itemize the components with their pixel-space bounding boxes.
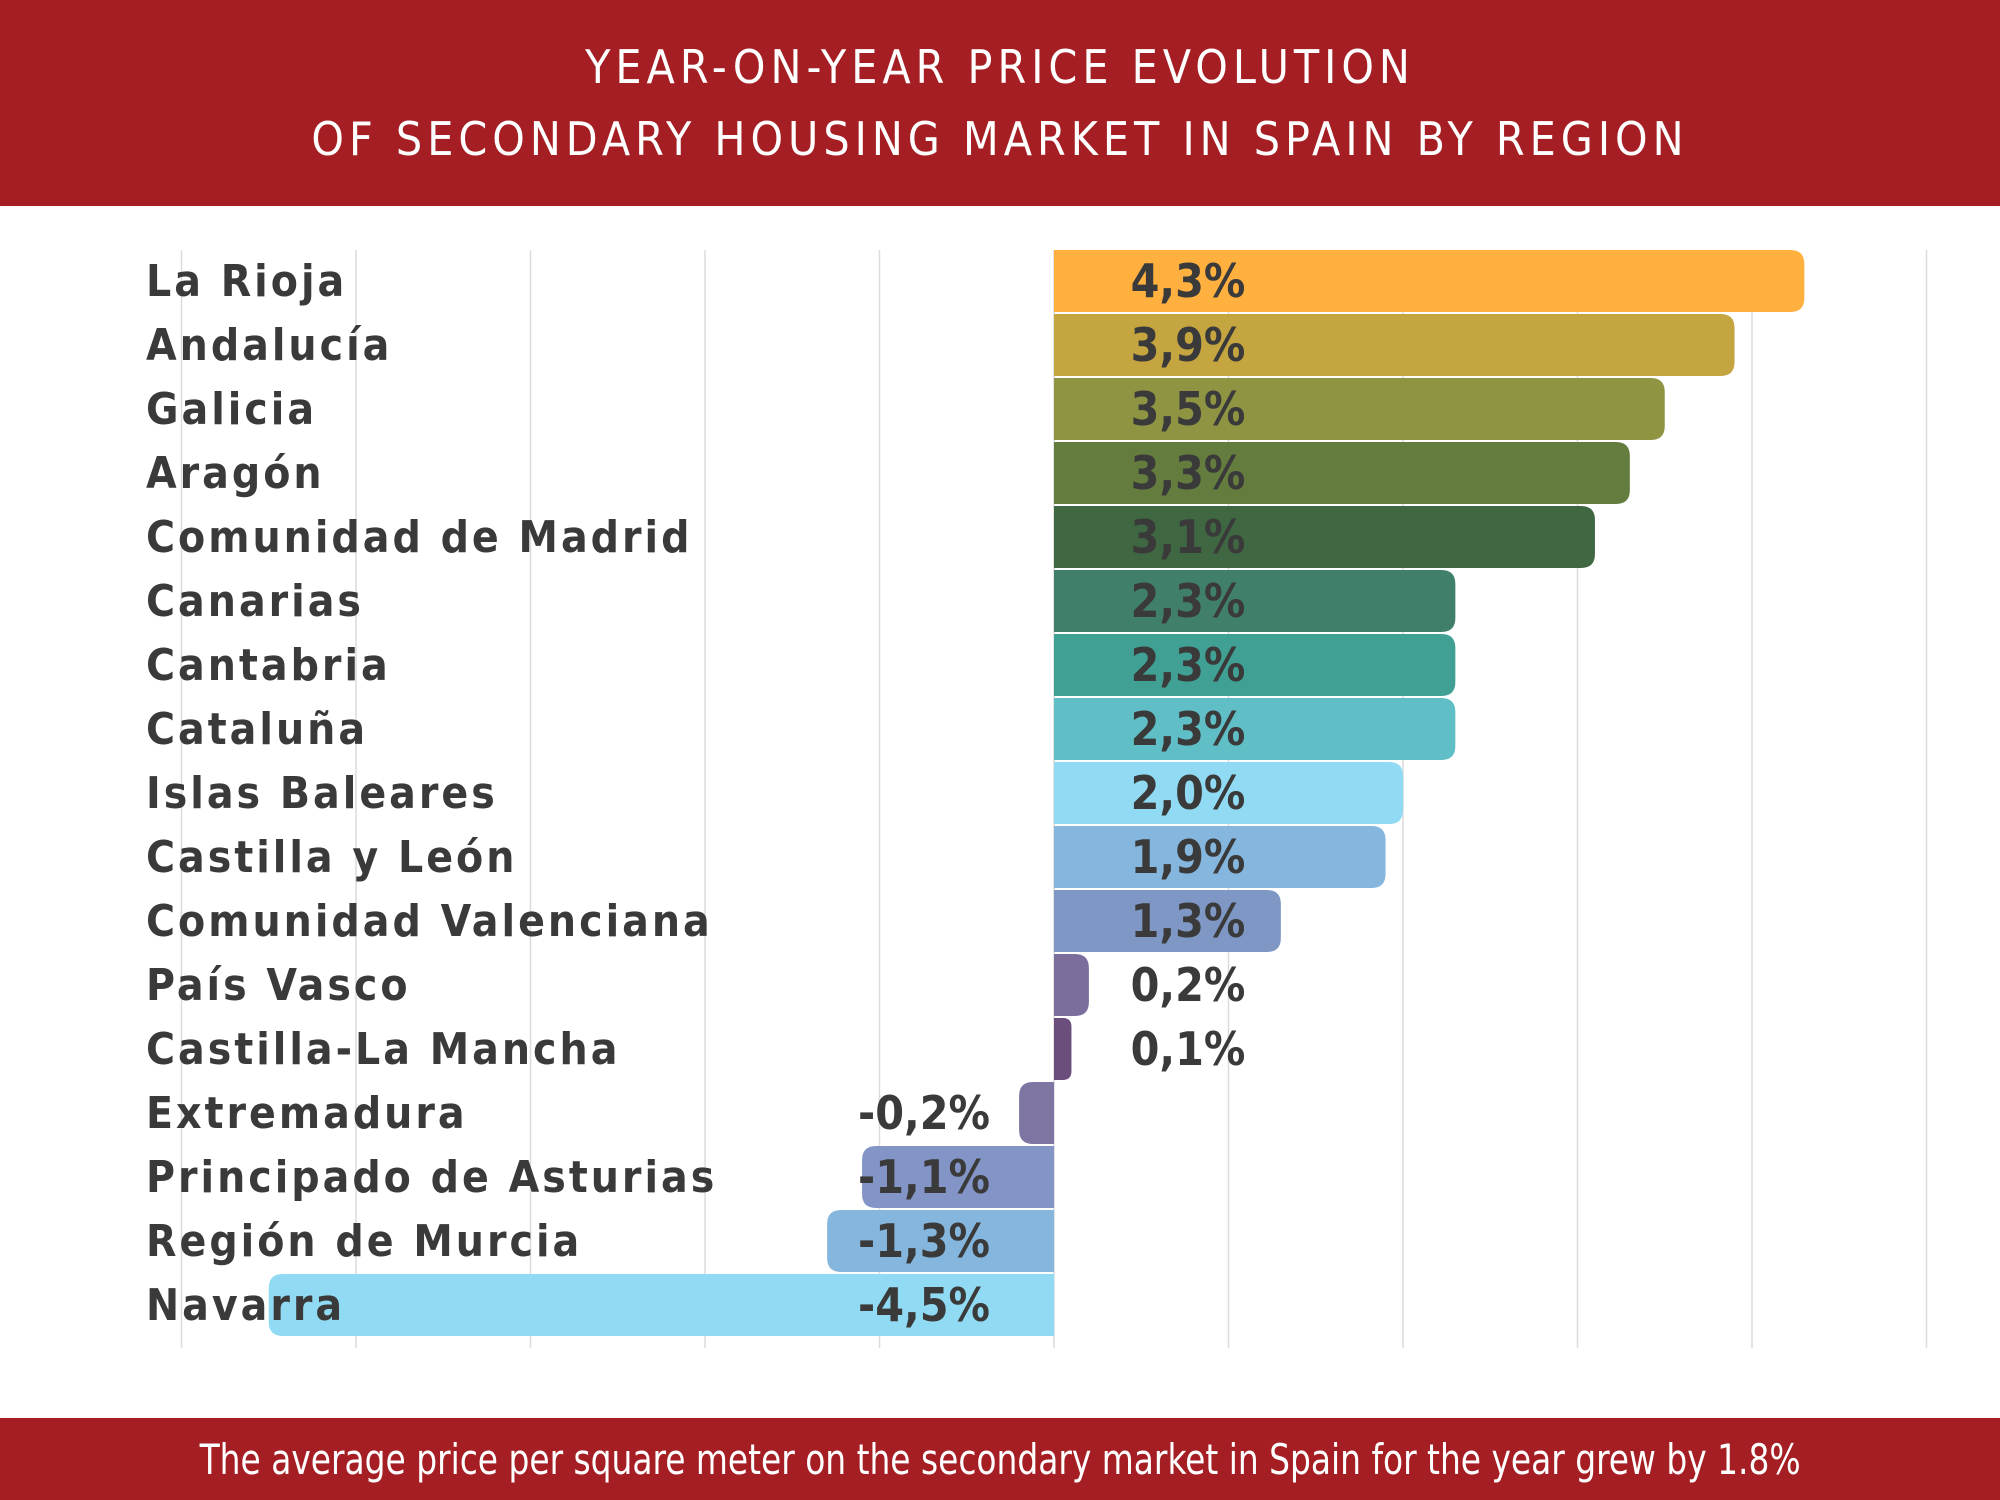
value-label: 2,0% — [1131, 766, 1246, 820]
footer-banner: The average price per square meter on th… — [0, 1418, 2000, 1500]
bar-15 — [827, 1210, 1054, 1272]
bar-9 — [1054, 826, 1386, 888]
category-label: Principado de Asturias — [146, 1152, 717, 1203]
category-label: Islas Baleares — [146, 768, 498, 819]
bar-4 — [1054, 506, 1595, 568]
value-label: 3,3% — [1131, 446, 1246, 500]
value-label: 0,1% — [1131, 1022, 1246, 1076]
value-label: 4,3% — [1131, 254, 1246, 308]
bar-1 — [1054, 314, 1735, 376]
chart-title-line-1: YEAR-ON-YEAR PRICE EVOLUTION — [585, 40, 1415, 94]
bar-11 — [1054, 954, 1089, 1016]
category-label: Castilla-La Mancha — [146, 1024, 620, 1075]
value-label: 1,3% — [1131, 894, 1246, 948]
category-label: Extremadura — [146, 1088, 468, 1139]
value-label: -0,2% — [858, 1086, 990, 1140]
category-label: La Rioja — [146, 256, 347, 307]
chart-category-labels: La Rioja Andalucía Galicia Aragón Comunidad … — [146, 256, 717, 1331]
category-label: Aragón — [146, 448, 325, 499]
chart-value-labels: 4,3% 3,9% 3,5% 3,3% 3,1% 2,3% 2,3% 2,3% 2,0% 1,9%… — [858, 254, 1245, 1332]
bar-2 — [1054, 378, 1665, 440]
value-label: 3,1% — [1131, 510, 1246, 564]
chart-title-line-2: OF SECONDARY HOUSING MARKET IN SPAIN BY … — [311, 112, 1689, 166]
category-label: Galicia — [146, 384, 317, 435]
category-label: Canarias — [146, 576, 364, 627]
bar-16 — [268, 1274, 1054, 1336]
category-label: País Vasco — [146, 960, 411, 1011]
footer-note: The average price per square meter on th… — [199, 1434, 1801, 1484]
value-label: 3,5% — [1131, 382, 1246, 436]
category-label: Navarra — [146, 1280, 345, 1331]
value-label: -1,3% — [858, 1214, 990, 1268]
value-label: -1,1% — [858, 1150, 990, 1204]
category-label: Castilla y León — [146, 832, 517, 883]
category-label: Andalucía — [146, 320, 392, 371]
bar-14 — [862, 1146, 1054, 1208]
chart-title-banner: YEAR-ON-YEAR PRICE EVOLUTION OF SECONDAR… — [0, 0, 2000, 206]
value-label: 2,3% — [1131, 574, 1246, 628]
bar-13 — [1019, 1082, 1054, 1144]
chart-bars — [268, 250, 1805, 1336]
bar-10 — [1054, 890, 1281, 952]
category-label: Comunidad de Madrid — [146, 512, 692, 563]
bar-12 — [1054, 1018, 1072, 1080]
category-label: Región de Murcia — [146, 1216, 582, 1267]
value-label: -4,5% — [858, 1278, 990, 1332]
value-label: 1,9% — [1131, 830, 1246, 884]
bar-0 — [1054, 250, 1805, 312]
value-label: 3,9% — [1131, 318, 1246, 372]
bar-8 — [1054, 762, 1403, 824]
bar-3 — [1054, 442, 1630, 504]
bar-7 — [1054, 698, 1456, 760]
category-label: Cataluña — [146, 704, 368, 755]
value-label: 0,2% — [1131, 958, 1246, 1012]
value-label: 2,3% — [1131, 702, 1246, 756]
category-label: Cantabria — [146, 640, 391, 691]
value-label: 2,3% — [1131, 638, 1246, 692]
price-evolution-chart: La Rioja Andalucía Galicia Aragón Comunidad … — [146, 250, 1928, 1348]
bar-5 — [1054, 570, 1456, 632]
category-label: Comunidad Valenciana — [146, 896, 713, 947]
bar-6 — [1054, 634, 1456, 696]
